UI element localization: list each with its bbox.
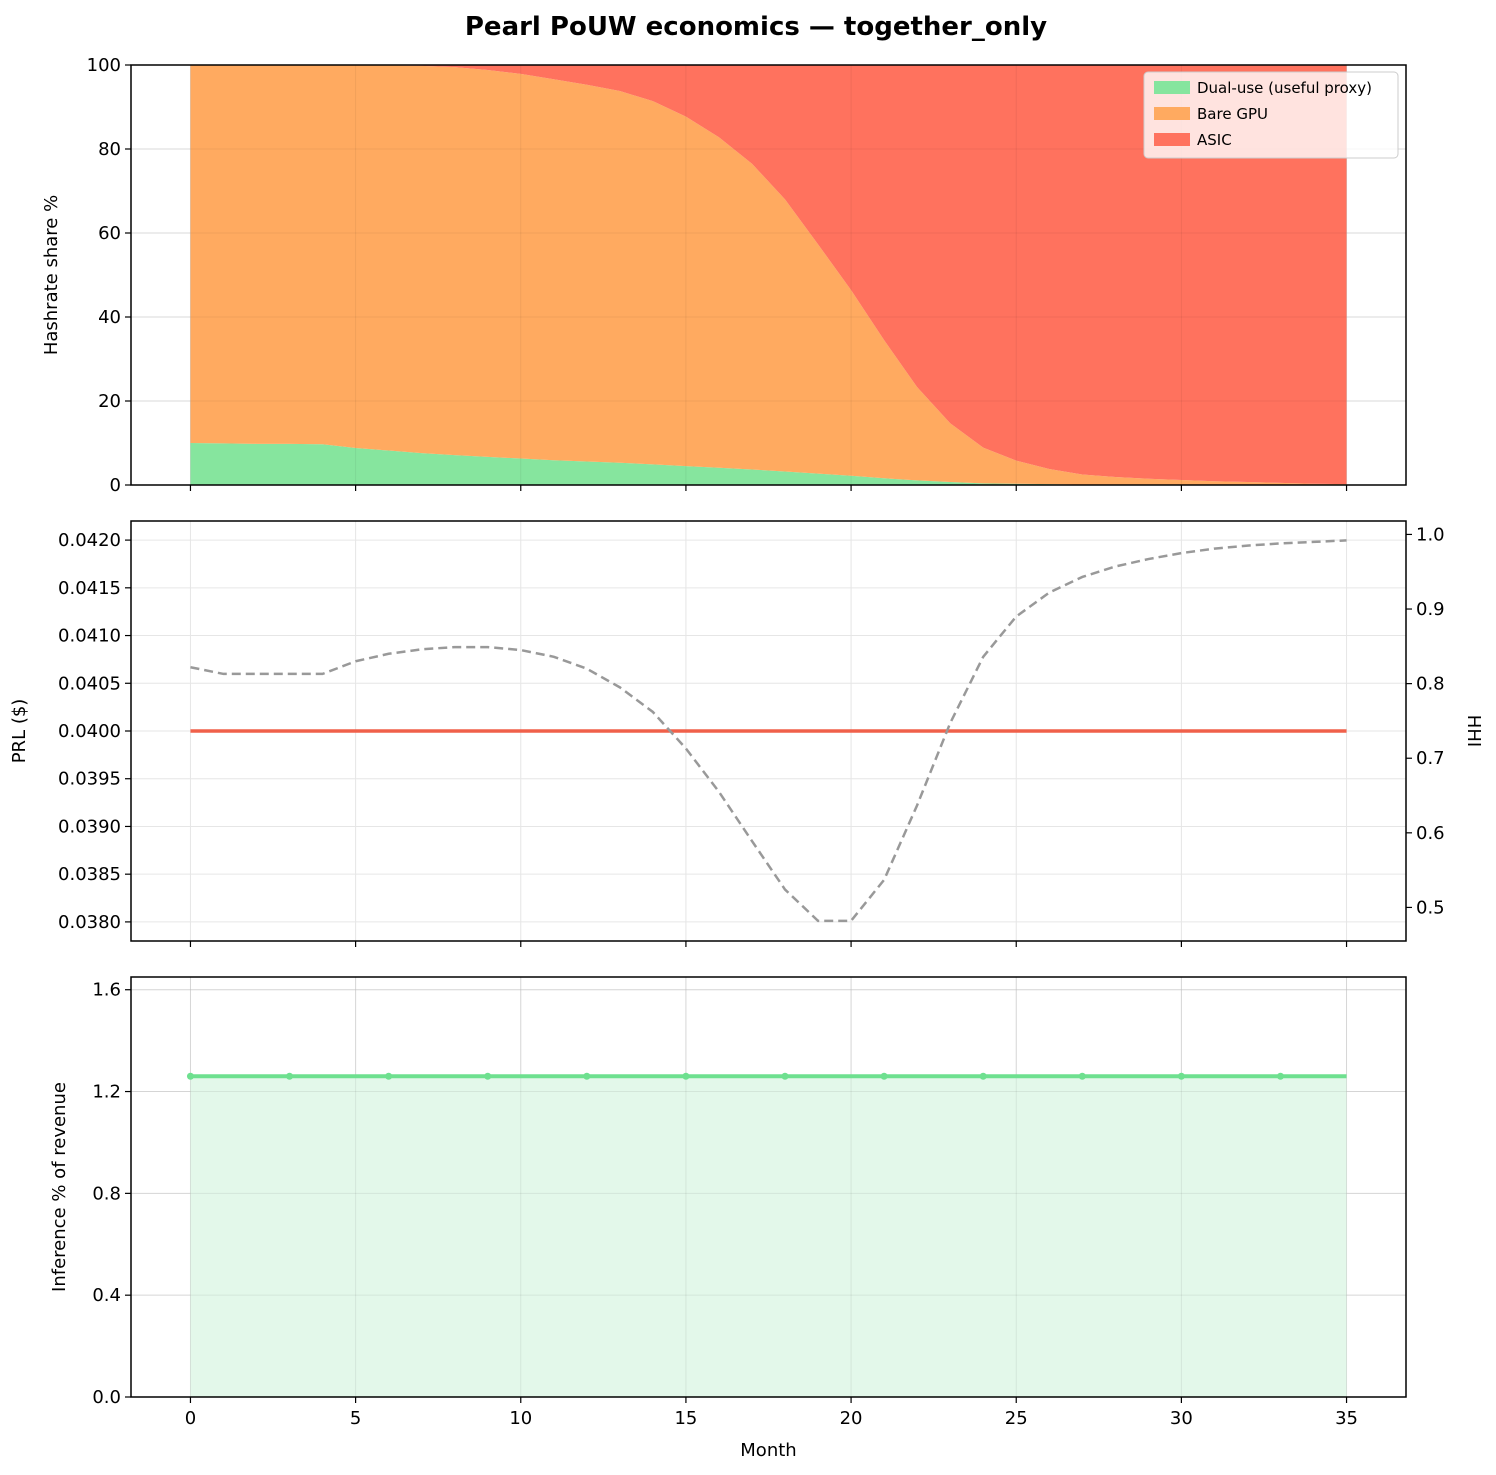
legend-box: [1143, 71, 1399, 159]
y-tick-label: 0.0415: [58, 578, 121, 599]
inference-revenue-panel: 0 5 10 15 20 25 30 35 0.0 0.4 0.8 1.2 1.6 Inference %…: [49, 976, 1407, 1461]
inference-marker: [781, 1072, 789, 1080]
y2-axis-label: HHI: [1463, 715, 1484, 747]
legend-swatch: [1154, 81, 1190, 94]
inference-marker: [1177, 1072, 1185, 1080]
y-tick-label: 0.0380: [58, 912, 121, 933]
y-tick-label: 60: [98, 223, 121, 244]
figure-title: Pearl PoUW economics — together_only: [465, 12, 1047, 42]
x-tick-label: 10: [509, 1408, 532, 1429]
legend-label: Bare GPU: [1197, 105, 1268, 123]
legend-swatch: [1154, 133, 1190, 146]
inference-marker: [880, 1072, 888, 1080]
y-tick-label: 0.0390: [58, 816, 121, 837]
y-tick-label: 80: [98, 139, 121, 160]
y2-tick-label: 1.0: [1416, 524, 1445, 545]
inference-marker: [385, 1072, 393, 1080]
hhi-line: [190, 539, 1347, 923]
x-tick-label: 0: [185, 1408, 196, 1429]
x-tick-label: 25: [1005, 1408, 1028, 1429]
y2-tick-label: 0.9: [1416, 599, 1445, 620]
area-series-1: [190, 443, 1347, 485]
x-axis-label: Month: [740, 1440, 796, 1461]
inference-marker: [484, 1072, 492, 1080]
y2-tick-label: 0.8: [1416, 674, 1445, 695]
inference-marker: [186, 1072, 194, 1080]
inference-marker: [1276, 1072, 1284, 1080]
y2-tick-label: 0.7: [1416, 748, 1445, 769]
x-tick-label: 30: [1170, 1408, 1193, 1429]
area-series-3: [190, 65, 1347, 485]
inference-marker: [979, 1072, 987, 1080]
y2-tick-label: 0.5: [1416, 897, 1445, 918]
inference-area: [190, 1076, 1347, 1397]
y-tick-label: 0.0: [92, 1387, 121, 1408]
y-tick-label: 100: [87, 55, 121, 76]
legend-swatch: [1154, 107, 1190, 120]
y2-tick-label: 0.6: [1416, 823, 1445, 844]
inference-marker: [583, 1072, 591, 1080]
y-tick-label: 0.0405: [58, 673, 121, 694]
axes-frame: [130, 64, 1407, 486]
y-tick-label: 20: [98, 391, 121, 412]
y-axis-label: PRL ($): [9, 699, 30, 764]
x-tick-label: 15: [674, 1408, 697, 1429]
legend-label: Dual-use (useful proxy): [1197, 79, 1372, 97]
prl-hhi-panel: 0.0380 0.0385 0.0390 0.0395 0.0400 0.0405 0.04…: [9, 520, 1484, 947]
x-tick-label: 20: [840, 1408, 863, 1429]
inference-marker: [1078, 1072, 1086, 1080]
inference-marker: [286, 1072, 294, 1080]
y-tick-label: 0.0420: [58, 530, 121, 551]
axes-frame: [130, 976, 1407, 1398]
area-series-2: [190, 65, 1347, 485]
x-tick-label: 5: [350, 1408, 361, 1429]
y-axis-label: Hashrate share %: [41, 195, 62, 355]
y-tick-label: 0.0385: [58, 864, 121, 885]
y-tick-label: 0.0395: [58, 769, 121, 790]
y-tick-label: 1.2: [92, 1082, 121, 1103]
y-tick-label: 0.8: [92, 1183, 121, 1204]
legend-label: ASIC: [1197, 131, 1232, 149]
y-axis-label: Inference % of revenue: [49, 1082, 70, 1292]
y-tick-label: 1.6: [92, 980, 121, 1001]
y-tick-label: 0.4: [92, 1285, 121, 1306]
hashrate-share-panel: 0 20 40 60 80 100 Hashrate share % Dual-use (us…: [41, 55, 1407, 496]
inference-marker: [682, 1072, 690, 1080]
y-tick-label: 40: [98, 307, 121, 328]
x-tick-label: 35: [1335, 1408, 1358, 1429]
y-tick-label: 0.0410: [58, 626, 121, 647]
y-tick-label: 0: [110, 475, 121, 496]
y-tick-label: 0.0400: [58, 721, 121, 742]
